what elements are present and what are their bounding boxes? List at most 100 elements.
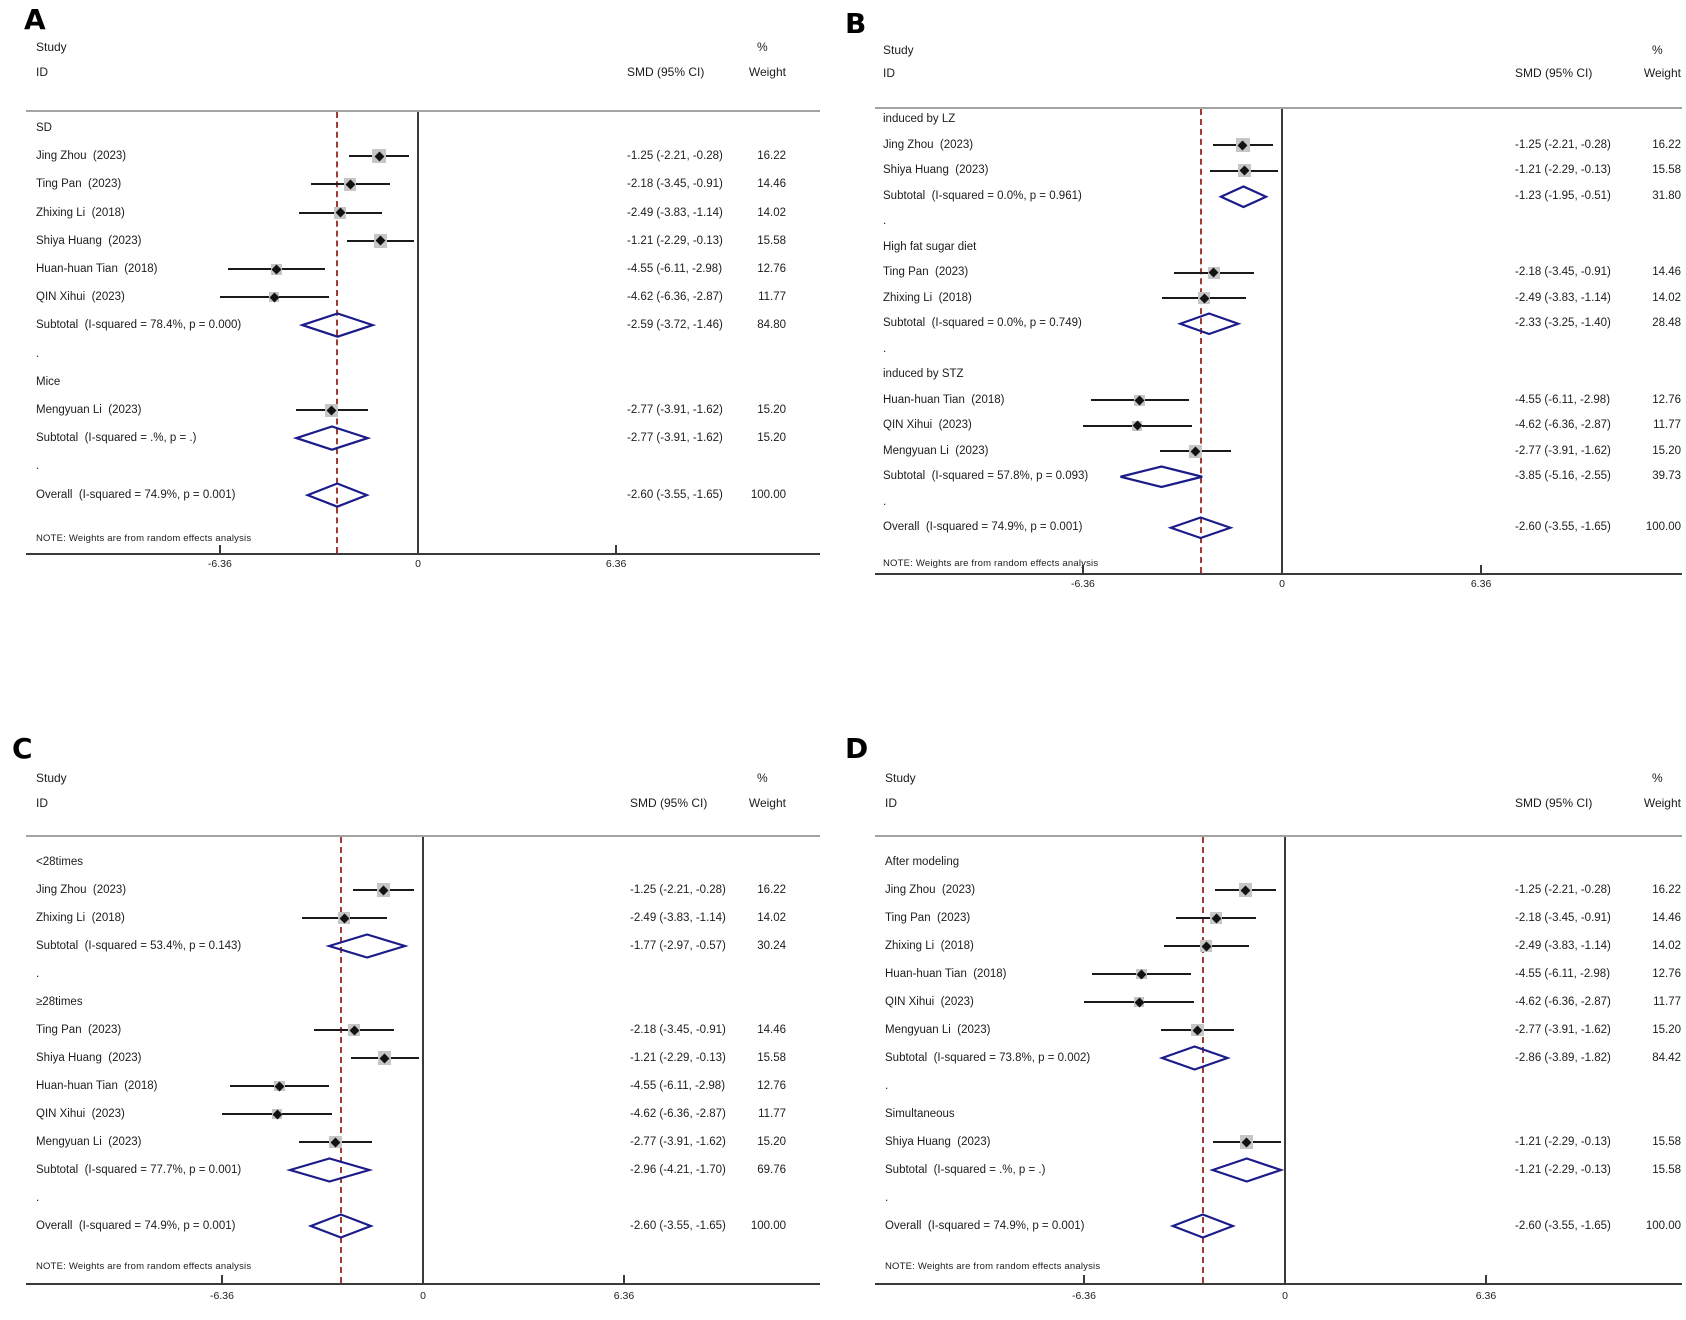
smd-value: -4.55 (-6.11, -2.98) bbox=[1515, 393, 1611, 406]
row-label: Mengyuan Li (2023) bbox=[883, 444, 989, 457]
weight-value: 100.00 bbox=[1645, 1220, 1681, 1232]
weight-value: 15.58 bbox=[757, 234, 786, 247]
smd-value: -1.25 (-2.21, -0.28) bbox=[630, 884, 726, 896]
smd-value: -1.25 (-2.21, -0.28) bbox=[627, 150, 723, 163]
row-study: Shiya Huang (2023) -1.21 (-2.29, -0.13) 15… bbox=[0, 227, 1686, 255]
weight-value: 14.02 bbox=[1652, 291, 1681, 304]
row-subtotal: Subtotal (I-squared = 73.8%, p = 0.002) -… bbox=[0, 1044, 1686, 1072]
row-study: Ting Pan (2023) -2.18 (-3.45, -0.91) 14.46 bbox=[0, 904, 1686, 932]
col-header-smd: SMD (95% CI) bbox=[1515, 796, 1593, 810]
row-study: Huan-huan Tian (2018) -4.55 (-6.11, -2.98… bbox=[0, 1072, 1686, 1100]
x-axis-tick-label: 6.36 bbox=[1475, 1290, 1497, 1302]
row-study: Shiya Huang (2023) -1.21 (-2.29, -0.13) 15… bbox=[0, 158, 1686, 184]
x-axis-tick bbox=[221, 1275, 224, 1283]
weight-value: 14.46 bbox=[1652, 912, 1681, 924]
pooled-estimate-diamond bbox=[1176, 312, 1242, 336]
col-header-study: Study bbox=[36, 771, 67, 785]
row-subtotal: Subtotal (I-squared = 78.4%, p = 0.000) -… bbox=[0, 311, 1686, 339]
smd-value: -1.23 (-1.95, -0.51) bbox=[1515, 189, 1611, 202]
weight-value: 12.76 bbox=[1652, 968, 1681, 980]
weight-value: 14.02 bbox=[757, 912, 786, 924]
pooled-estimate-diamond bbox=[292, 425, 372, 452]
row-label: Shiya Huang (2023) bbox=[883, 164, 989, 176]
row-label: Jing Zhou (2023) bbox=[885, 884, 976, 896]
row-label: Zhixing Li (2018) bbox=[885, 940, 974, 952]
smd-value: -4.62 (-6.36, -2.87) bbox=[630, 1108, 726, 1120]
weight-value: 84.42 bbox=[1652, 1052, 1681, 1064]
smd-value: -1.21 (-2.29, -0.13) bbox=[1515, 164, 1611, 176]
row-label: Zhixing Li (2018) bbox=[883, 291, 972, 304]
row-label: . bbox=[36, 968, 40, 980]
smd-value: -2.18 (-3.45, -0.91) bbox=[1515, 912, 1611, 924]
weight-value: 15.20 bbox=[757, 404, 786, 416]
weights-note: NOTE: Weights are from random effects an… bbox=[885, 1261, 1101, 1272]
row-overall: Overall (I-squared = 74.9%, p = 0.001) -2… bbox=[0, 481, 1686, 509]
x-axis-tick-label: 0 bbox=[415, 558, 421, 570]
weight-value: 100.00 bbox=[750, 1220, 786, 1232]
smd-value: -2.77 (-3.91, -1.62) bbox=[630, 1136, 726, 1148]
col-header-percent: % bbox=[1652, 43, 1663, 57]
null-effect-line bbox=[1281, 109, 1283, 573]
row-study: Mengyuan Li (2023) -2.77 (-3.91, -1.62) 15… bbox=[0, 396, 1686, 424]
x-axis-tick bbox=[1480, 565, 1483, 573]
smd-value: -2.60 (-3.55, -1.65) bbox=[627, 488, 723, 501]
row-study: Jing Zhou (2023) -1.25 (-2.21, -0.28) 16.2… bbox=[0, 133, 1686, 159]
pooled-estimate-diamond bbox=[1167, 516, 1234, 540]
row-label: . bbox=[883, 215, 887, 227]
weight-value: 15.20 bbox=[1652, 1024, 1681, 1036]
row-spacer: . bbox=[0, 490, 1686, 516]
row-label: Overall (I-squared = 74.9%, p = 0.001) bbox=[36, 1220, 236, 1232]
panel-letter: A bbox=[24, 3, 46, 36]
weights-note: NOTE: Weights are from random effects an… bbox=[883, 558, 1099, 569]
null-effect-line bbox=[422, 837, 424, 1283]
row-label: Subtotal (I-squared = 0.0%, p = 0.749) bbox=[883, 317, 1082, 329]
col-header-percent: % bbox=[757, 40, 768, 54]
pooled-estimate-diamond bbox=[1218, 184, 1269, 208]
row-label: Subtotal (I-squared = 53.4%, p = 0.143) bbox=[36, 940, 242, 952]
row-study: QIN Xihui (2023) -4.62 (-6.36, -2.87) 11.7… bbox=[0, 988, 1686, 1016]
weight-value: 31.80 bbox=[1652, 189, 1681, 202]
row-label: Mengyuan Li (2023) bbox=[36, 404, 142, 416]
row-group: <28times bbox=[0, 848, 1686, 876]
weights-note: NOTE: Weights are from random effects an… bbox=[36, 1261, 252, 1272]
smd-value: -1.21 (-2.29, -0.13) bbox=[1515, 1136, 1611, 1148]
col-header-weight: Weight bbox=[1643, 66, 1681, 80]
subgroup-label: induced by LZ bbox=[883, 113, 956, 125]
row-group: induced by LZ bbox=[0, 107, 1686, 133]
row-subtotal: Subtotal (I-squared = 53.4%, p = 0.143) -… bbox=[0, 932, 1686, 960]
row-study: QIN Xihui (2023) -4.62 (-6.36, -2.87) 11.7… bbox=[0, 283, 1686, 311]
col-header-id: ID bbox=[885, 796, 897, 810]
weight-value: 11.77 bbox=[758, 1108, 786, 1120]
row-label: Subtotal (I-squared = 73.8%, p = 0.002) bbox=[885, 1052, 1091, 1064]
weight-value: 16.22 bbox=[1652, 884, 1681, 896]
row-study: QIN Xihui (2023) -4.62 (-6.36, -2.87) 11.7… bbox=[0, 1100, 1686, 1128]
smd-value: -2.60 (-3.55, -1.65) bbox=[1515, 1220, 1611, 1232]
smd-value: -2.33 (-3.25, -1.40) bbox=[1515, 317, 1611, 329]
row-study: Mengyuan Li (2023) -2.77 (-3.91, -1.62) 15… bbox=[0, 1016, 1686, 1044]
row-overall: Overall (I-squared = 74.9%, p = 0.001) -2… bbox=[0, 1212, 1686, 1240]
row-spacer: . bbox=[0, 1184, 1686, 1212]
row-study: QIN Xihui (2023) -4.62 (-6.36, -2.87) 11.7… bbox=[0, 413, 1686, 439]
row-label: Subtotal (I-squared = 78.4%, p = 0.000) bbox=[36, 319, 242, 332]
row-study: Jing Zhou (2023) -1.25 (-2.21, -0.28) 16.2… bbox=[0, 876, 1686, 904]
smd-value: -1.21 (-2.29, -0.13) bbox=[1515, 1164, 1611, 1176]
row-label: . bbox=[36, 1192, 40, 1204]
row-label: Subtotal (I-squared = .%, p = .) bbox=[36, 432, 197, 445]
row-subtotal: Subtotal (I-squared = 0.0%, p = 0.749) -2… bbox=[0, 311, 1686, 337]
weight-value: 12.76 bbox=[1652, 393, 1681, 406]
row-label: Overall (I-squared = 74.9%, p = 0.001) bbox=[883, 521, 1083, 533]
row-label: Zhixing Li (2018) bbox=[36, 912, 125, 924]
col-header-weight: Weight bbox=[1643, 796, 1681, 810]
smd-value: -2.60 (-3.55, -1.65) bbox=[630, 1220, 726, 1232]
smd-value: -4.62 (-6.36, -2.87) bbox=[1515, 419, 1611, 431]
row-spacer: . bbox=[0, 960, 1686, 988]
col-header-id: ID bbox=[883, 66, 895, 80]
row-subtotal: Subtotal (I-squared = 77.7%, p = 0.001) -… bbox=[0, 1156, 1686, 1184]
row-study: Ting Pan (2023) -2.18 (-3.45, -0.91) 14.46 bbox=[0, 1016, 1686, 1044]
weight-value: 14.02 bbox=[757, 206, 786, 219]
x-axis-tick-label: 6.36 bbox=[605, 558, 627, 570]
subgroup-label: Simultaneous bbox=[885, 1108, 955, 1120]
col-header-id: ID bbox=[36, 65, 48, 79]
